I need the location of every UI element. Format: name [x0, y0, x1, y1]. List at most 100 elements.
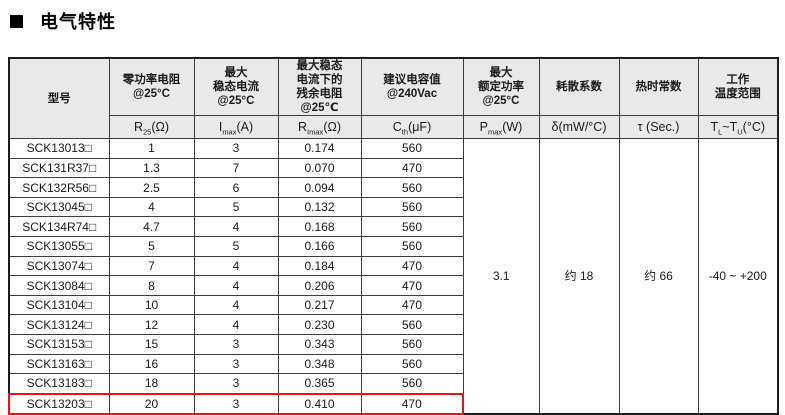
table-header: 型号 零功率电阻 @25°C 最大 稳态电流 @25°C 最大稳态 电流下的 残…	[8, 57, 779, 140]
column-header-dissipation-factor: 耗散系数	[538, 57, 620, 117]
r25-cell: 15	[108, 334, 195, 355]
cth-cell: 560	[360, 138, 464, 159]
unit-rimax: RImax(Ω)	[277, 115, 362, 140]
imax-cell: 3	[193, 353, 279, 375]
table-row: SCK13104□ 10 4 0.217 470	[8, 294, 778, 316]
r25-cell: 5	[108, 236, 195, 257]
unit-tau: τ (Sec.)	[618, 115, 699, 140]
cth-cell: 560	[360, 314, 464, 335]
tau-merged-cell: 约 66	[618, 138, 699, 415]
column-header-max-rated-power: 最大 额定功率 @25°C	[462, 57, 540, 117]
unit-cth: Cth(μF)	[360, 115, 464, 140]
rimax-cell: 0.206	[277, 275, 362, 296]
column-header-operating-temp-range: 工作 温度范围	[697, 57, 779, 117]
imax-cell: 6	[193, 177, 279, 198]
rimax-cell: 0.348	[277, 353, 362, 375]
unit-pmax-subscript: max	[488, 127, 503, 137]
imax-cell: 4	[193, 275, 279, 296]
imax-cell: 3	[193, 373, 279, 395]
model-cell: SCK132R56□	[8, 177, 110, 198]
cth-cell: 470	[360, 275, 464, 296]
rimax-cell: 0.174	[277, 138, 362, 159]
table-row: SCK13163□ 16 3 0.348 560	[8, 353, 778, 375]
r25-cell: 18	[108, 373, 195, 395]
unit-pmax: Pmax(W)	[462, 115, 540, 140]
cth-cell: 560	[360, 196, 464, 218]
r25-cell: 10	[108, 294, 195, 316]
cth-cell: 470	[360, 255, 464, 277]
square-bullet-icon	[10, 14, 23, 28]
rimax-cell: 0.168	[277, 216, 362, 238]
table-row: SCK13074□ 7 4 0.184 470	[8, 255, 778, 277]
column-header-residual-resistance: 最大稳态 电流下的 残余电阻 @25℃	[277, 57, 362, 117]
imax-cell: 5	[193, 196, 279, 218]
table-row: SCK13084□ 8 4 0.206 470	[8, 275, 778, 296]
unit-r25: R25(Ω)	[108, 115, 195, 140]
unit-imax-symbol: I	[218, 120, 223, 135]
unit-rimax-subscript: Imax	[307, 127, 324, 137]
header-row: 型号 零功率电阻 @25°C 最大 稳态电流 @25°C 最大稳态 电流下的 残…	[8, 57, 779, 140]
unit-pmax-units: (W)	[502, 120, 523, 135]
page-title: 电气特性	[40, 12, 116, 32]
model-cell: SCK13203□	[8, 392, 110, 415]
r25-cell: 2.5	[108, 177, 195, 198]
model-cell: SCK13124□	[8, 314, 110, 335]
unit-pmax-symbol: P	[479, 120, 489, 135]
cth-cell: 560	[360, 353, 464, 375]
r25-cell: 16	[108, 353, 195, 375]
cth-cell: 560	[360, 373, 464, 395]
column-header-zero-power-resistance: 零功率电阻 @25°C	[108, 57, 195, 117]
model-cell: SCK13183□	[8, 373, 110, 395]
cth-cell: 560	[360, 236, 464, 257]
imax-cell: 5	[193, 236, 279, 257]
unit-imax: Imax(A)	[193, 115, 279, 140]
electrical-characteristics-table: 型号 零功率电阻 @25°C 最大 稳态电流 @25°C 最大稳态 电流下的 残…	[8, 57, 779, 415]
units-row: R25(Ω) Imax(A) RImax(Ω) Cth(μF) Pmax(W) …	[9, 115, 779, 140]
unit-cth-units: (μF)	[408, 120, 432, 135]
delta-merged-cell: 约 18	[538, 138, 620, 415]
imax-cell: 4	[193, 294, 279, 316]
section-title: 电气特性	[10, 8, 116, 34]
cth-cell: 560	[360, 334, 464, 355]
table-row: SCK13045□ 4 5 0.132 560	[8, 196, 778, 218]
imax-cell: 7	[193, 157, 279, 179]
imax-cell: 3	[193, 334, 279, 355]
table-row: SCK13124□ 12 4 0.230 560	[8, 314, 778, 335]
r25-cell: 1	[108, 138, 195, 159]
model-cell: SCK13153□	[8, 334, 110, 355]
model-cell: SCK13074□	[8, 255, 110, 277]
unit-r25-subscript: 25	[143, 127, 152, 137]
model-cell: SCK131R37□	[8, 157, 110, 179]
model-cell: SCK13084□	[8, 275, 110, 296]
table-body: SCK13013□ 1 3 0.174 560 3.1 约 18 约 66 -4…	[8, 138, 779, 415]
table-row: SCK13153□ 15 3 0.343 560	[8, 334, 778, 355]
rimax-cell: 0.365	[277, 373, 362, 395]
imax-cell: 4	[193, 314, 279, 335]
table-row: SCK13183□ 18 3 0.365 560	[8, 373, 778, 395]
table-row: SCK132R56□ 2.5 6 0.094 560	[8, 177, 778, 198]
column-header-thermal-time-constant: 热时常数	[618, 57, 699, 117]
unit-r25-symbol: R	[133, 120, 143, 135]
table-row: SCK131R37□ 1.3 7 0.070 470	[8, 157, 778, 179]
model-cell: SCK13104□	[8, 294, 110, 316]
unit-trange-units: (°C)	[742, 120, 766, 135]
imax-cell: 3	[193, 392, 279, 415]
imax-cell: 4	[193, 216, 279, 238]
unit-trange-symbol: T	[710, 120, 719, 135]
rimax-cell: 0.410	[277, 392, 362, 415]
rimax-cell: 0.230	[277, 314, 362, 335]
pmax-merged-cell: 3.1	[462, 138, 540, 415]
cth-cell: 470	[360, 294, 464, 316]
imax-cell: 4	[193, 255, 279, 277]
r25-cell: 4	[108, 196, 195, 218]
model-cell: SCK13045□	[8, 196, 110, 218]
model-cell: SCK134R74□	[8, 216, 110, 238]
column-header-max-steady-current: 最大 稳态电流 @25°C	[193, 57, 279, 117]
table-row: SCK13013□ 1 3 0.174 560 3.1 约 18 约 66 -4…	[8, 138, 779, 415]
unit-trange: TL~TU(°C)	[697, 115, 779, 140]
table-row: SCK134R74□ 4.7 4 0.168 560	[8, 216, 778, 238]
r25-cell: 20	[108, 392, 195, 415]
cth-cell: 470	[360, 392, 464, 415]
cth-cell: 560	[360, 177, 464, 198]
r25-cell: 7	[108, 255, 195, 277]
